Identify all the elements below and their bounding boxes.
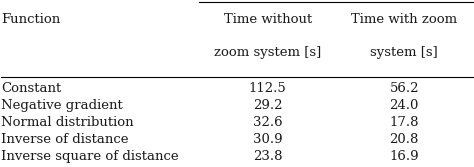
Text: 30.9: 30.9 — [253, 133, 283, 146]
Text: 24.0: 24.0 — [390, 99, 419, 112]
Text: Function: Function — [1, 13, 61, 26]
Text: Time without: Time without — [224, 13, 312, 26]
Text: 112.5: 112.5 — [249, 82, 286, 95]
Text: Negative gradient: Negative gradient — [1, 99, 123, 112]
Text: 17.8: 17.8 — [390, 116, 419, 129]
Text: 56.2: 56.2 — [390, 82, 419, 95]
Text: system [s]: system [s] — [370, 46, 438, 59]
Text: Normal distribution: Normal distribution — [1, 116, 134, 129]
Text: 23.8: 23.8 — [253, 150, 283, 163]
Text: zoom system [s]: zoom system [s] — [214, 46, 321, 59]
Text: 29.2: 29.2 — [253, 99, 283, 112]
Text: Inverse square of distance: Inverse square of distance — [1, 150, 179, 163]
Text: Inverse of distance: Inverse of distance — [1, 133, 129, 146]
Text: 16.9: 16.9 — [390, 150, 419, 163]
Text: Time with zoom: Time with zoom — [351, 13, 457, 26]
Text: Constant: Constant — [1, 82, 62, 95]
Text: 20.8: 20.8 — [390, 133, 419, 146]
Text: 32.6: 32.6 — [253, 116, 283, 129]
